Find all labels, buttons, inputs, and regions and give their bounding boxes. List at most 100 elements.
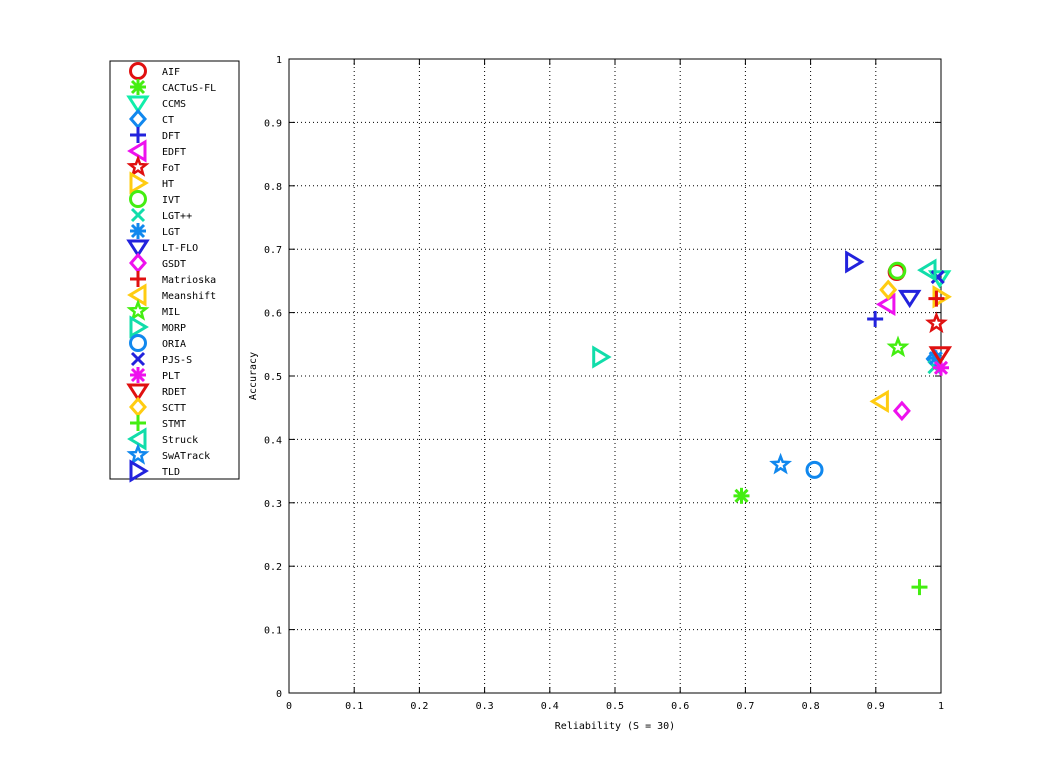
x-tick-label: 1 (938, 701, 944, 712)
legend-label-ccms: CCMS (162, 99, 186, 110)
legend-marker-pjs-s (130, 351, 146, 367)
legend-marker-rdet (126, 383, 150, 402)
point-swatrack (769, 452, 793, 475)
legend-label-ht: HT (162, 179, 174, 190)
axes (288, 58, 942, 694)
legend-marker-cactus-fl (130, 79, 146, 95)
point-gsdt (892, 400, 911, 422)
x-tick-label: 0.9 (867, 701, 885, 712)
legend-marker-edft (127, 139, 147, 163)
point-edft (875, 292, 896, 317)
legend-label-dft: DFT (162, 131, 180, 142)
point-ivt (888, 261, 907, 280)
legend: AIF CACTuS-FL CCMS CT DFT EDFT FoT HT IVT LGT++ LG… (109, 60, 240, 483)
point-mil (886, 335, 910, 358)
y-tick-label: 0.9 (264, 118, 282, 129)
legend-label-matrioska: Matrioska (162, 275, 216, 286)
legend-marker-fot (126, 154, 150, 177)
legend-marker-ccms (126, 95, 150, 114)
point-cactus-fl (733, 487, 750, 504)
x-tick-label: 0 (286, 701, 292, 712)
legend-label-tld: TLD (162, 467, 180, 478)
legend-label-lgt: LGT (162, 227, 180, 238)
legend-label-gsdt: GSDT (162, 259, 186, 270)
legend-box (109, 60, 240, 480)
x-tick-label: 0.7 (736, 701, 754, 712)
legend-label-aif: AIF (162, 67, 180, 78)
legend-marker-matrioska (130, 271, 146, 287)
legend-label-fot: FoT (162, 163, 180, 174)
legend-label-ct: CT (162, 115, 174, 126)
tick-labels: 0 0.1 0.2 0.3 0.4 0.5 0.6 0.7 0.8 0.9 1 0 0.1 0.2 0.3 0… (264, 55, 944, 712)
legend-marker-ht (129, 171, 149, 195)
legend-label-lt-flo: LT-FLO (162, 243, 198, 254)
y-tick-label: 0.5 (264, 372, 282, 383)
legend-label-plt: PLT (162, 371, 180, 382)
legend-label-mil: MIL (162, 307, 180, 318)
y-tick-label: 0.7 (264, 245, 282, 256)
x-tick-label: 0.6 (671, 701, 689, 712)
point-lt-flo (897, 289, 922, 309)
point-rdet (928, 346, 953, 365)
y-tick-label: 0.6 (264, 309, 282, 320)
y-tick-label: 0.3 (264, 499, 282, 510)
y-tick-label: 1 (276, 55, 282, 66)
legend-label-rdet: RDET (162, 387, 186, 398)
legend-marker-tld (129, 459, 149, 483)
legend-label-oria: ORIA (162, 339, 186, 350)
x-tick-label: 0.4 (541, 701, 559, 712)
legend-label-sctt: SCTT (162, 403, 186, 414)
point-ht (932, 285, 952, 309)
point-matrioska (928, 290, 945, 307)
legend-marker-aif (129, 62, 147, 80)
legend-marker-stmt (130, 415, 146, 431)
x-tick-label: 0.5 (606, 701, 624, 712)
y-tick-label: 0.1 (264, 626, 282, 637)
point-stmt (911, 579, 928, 596)
legend-marker-struck (127, 427, 147, 451)
legend-label-pjs-s: PJS-S (162, 355, 192, 366)
legend-marker-lt-flo (126, 239, 150, 258)
legend-label-stmt: STMT (162, 419, 186, 430)
legend-marker-ivt (129, 190, 147, 208)
legend-label-ivt: IVT (162, 195, 180, 206)
x-tick-label: 0.1 (345, 701, 363, 712)
legend-label-edft: EDFT (162, 147, 186, 158)
legend-label-lgt: LGT++ (162, 211, 192, 222)
y-tick-label: 0.8 (264, 182, 282, 193)
y-axis-label: Accuracy (248, 352, 259, 400)
grid-lines (289, 59, 941, 693)
y-tick-label: 0.4 (264, 435, 282, 446)
legend-marker-plt (130, 367, 146, 383)
x-tick-label: 0.3 (476, 701, 494, 712)
legend-marker-lgt (130, 223, 146, 239)
x-axis-label: Reliability (S = 30) (555, 721, 675, 732)
y-tick-label: 0.2 (264, 562, 282, 573)
point-sctt (879, 279, 898, 301)
point-dft (867, 310, 884, 327)
point-oria (805, 460, 824, 479)
legend-marker-mil (126, 298, 150, 321)
legend-marker-oria (129, 334, 147, 352)
legend-marker-swatrack (126, 442, 150, 465)
legend-label-meanshift: Meanshift (162, 291, 216, 302)
legend-label-struck: Struck (162, 435, 198, 446)
point-fot (925, 311, 948, 334)
legend-label-morp: MORP (162, 323, 186, 334)
legend-label-swatrack: SwATrack (162, 451, 210, 462)
point-tld (845, 250, 865, 274)
legend-marker-dft (130, 127, 146, 143)
legend-marker-meanshift (127, 283, 147, 307)
y-tick-label: 0 (276, 689, 282, 700)
legend-marker-morp (129, 315, 149, 339)
legend-marker-lgt (130, 207, 146, 223)
point-meanshift (869, 389, 889, 414)
point-struck (917, 258, 937, 282)
point-morp (592, 345, 612, 369)
data-points (592, 250, 953, 596)
point-plt (933, 359, 949, 376)
x-tick-label: 0.8 (802, 701, 820, 712)
legend-label-cactus-fl: CACTuS-FL (162, 83, 216, 94)
x-tick-label: 0.2 (410, 701, 428, 712)
